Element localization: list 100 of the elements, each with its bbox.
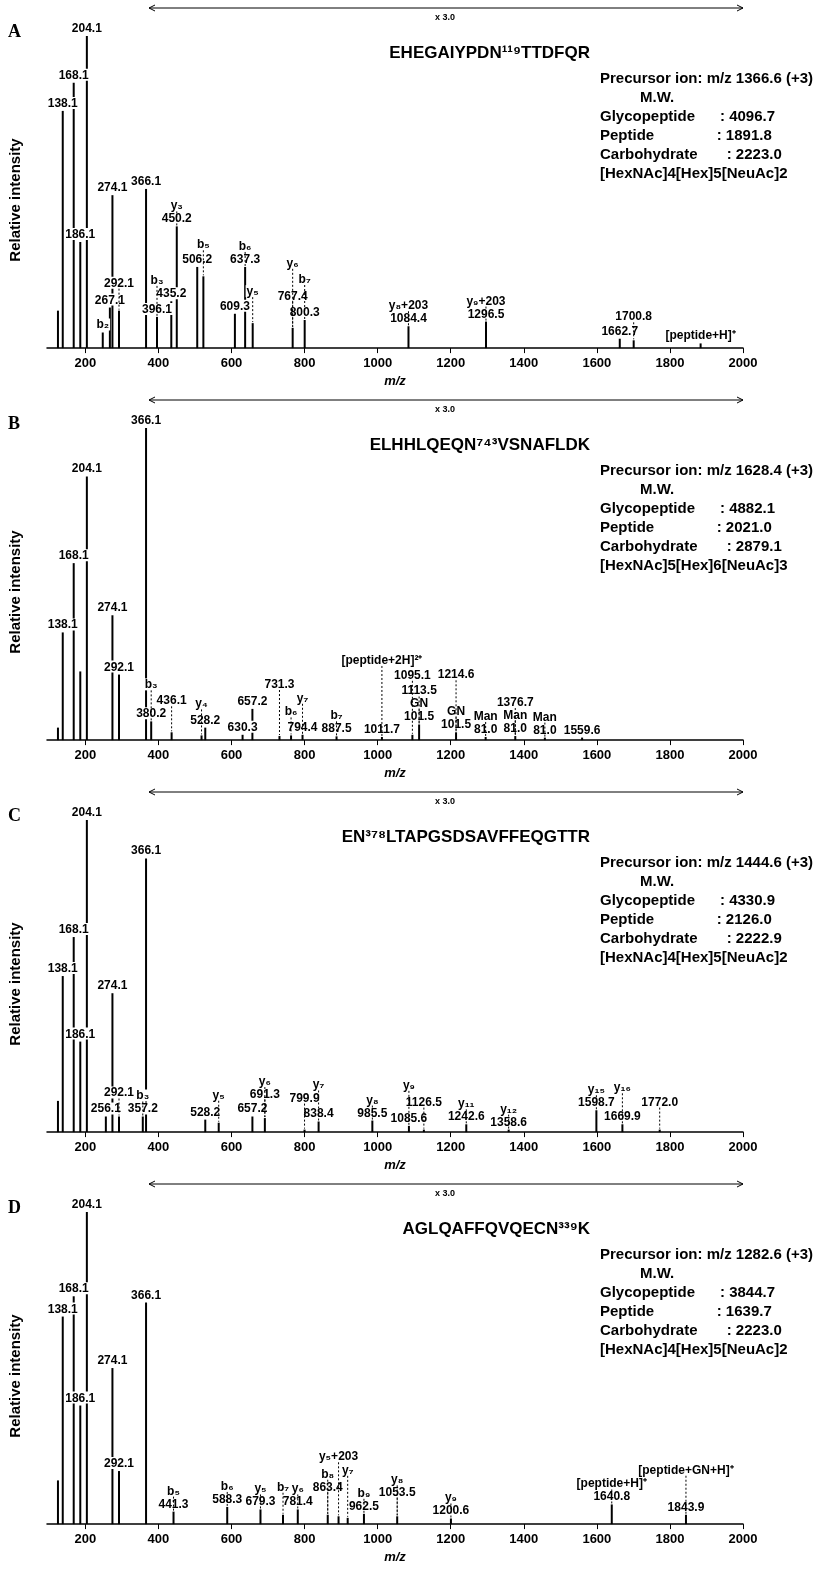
annotation: [HexNAc]4[Hex]5[NeuAc]2: [600, 948, 788, 965]
x-tick-label: 200: [74, 355, 97, 371]
annotation: [peptide+H]⁺: [665, 328, 736, 343]
annotation: b₇: [298, 272, 311, 287]
annotation: 366.1: [131, 1287, 162, 1302]
x-tick-label: 1400: [509, 1531, 539, 1547]
x-tick-label: 1800: [655, 1531, 685, 1547]
annotation: 204.1: [71, 21, 103, 35]
annotation: 799.9: [289, 1090, 320, 1105]
annotation: [peptide+2H]²⁺: [341, 652, 423, 667]
x-axis-title: m/z: [384, 1157, 407, 1172]
annotation: 609.3: [219, 298, 251, 313]
annotation: 292.1: [104, 275, 135, 290]
annotation: 292.1: [104, 1085, 135, 1100]
annotation: 1772.0: [641, 1094, 679, 1109]
annotation: Glycopeptide : 4882.1: [600, 499, 776, 516]
annotation: 506.2: [182, 251, 213, 266]
annotation: M.W.: [640, 88, 675, 105]
annotation: 1095.1: [394, 667, 432, 682]
annotation: 138.1: [47, 617, 79, 632]
annotation: 138.1: [47, 1301, 79, 1316]
x-tick-label: 2000: [728, 1139, 758, 1155]
annotation: 81.0: [473, 721, 498, 736]
annotation: M.W.: [640, 872, 675, 889]
annotation: 1242.6: [447, 1109, 485, 1124]
annotation: Carbohydrate : 2223.0: [600, 1321, 782, 1338]
annotation: 679.3: [245, 1494, 276, 1509]
annotation: 1200.6: [432, 1503, 470, 1518]
x-axis-title: m/z: [384, 1549, 407, 1564]
y-axis-title: Relative intensity: [5, 529, 23, 654]
annotation: Man: [532, 709, 557, 724]
y-axis-title: Relative intensity: [5, 137, 23, 262]
annotation: [HexNAc]4[Hex]5[NeuAc]2: [600, 164, 788, 181]
annotation: 396.1: [141, 301, 173, 316]
x-axis-title: m/z: [384, 373, 407, 388]
annotation: y₆: [258, 1074, 271, 1089]
annotation: 436.1: [156, 693, 187, 708]
annotation: 274.1: [97, 180, 128, 195]
annotation: 962.5: [348, 1498, 380, 1513]
x-tick-label: 1000: [363, 355, 393, 371]
annotation: 186.1: [65, 226, 96, 241]
annotation: y₄: [195, 696, 209, 711]
annotation: 1085.6: [390, 1110, 428, 1125]
annotation: Peptide : 2126.0: [600, 910, 772, 927]
annotation: y₁₆: [613, 1080, 631, 1095]
annotation: 274.1: [97, 600, 128, 615]
x-tick-label: 1600: [582, 747, 612, 763]
annotation: [peptide+GN+H]⁺: [638, 1462, 734, 1477]
x-tick-label: 200: [74, 1139, 97, 1155]
annotation: b₇: [330, 708, 343, 723]
annotation: b₃: [150, 272, 164, 287]
x-tick-label: 1000: [363, 1139, 393, 1155]
annotation: y₉+203: [466, 293, 506, 308]
annotation: b₉: [357, 1485, 371, 1500]
annotation: b₃: [144, 677, 158, 692]
annotation: [HexNAc]5[Hex]6[NeuAc]3: [600, 556, 788, 573]
x-tick-label: 1800: [655, 1139, 685, 1155]
annotation: 1126.5: [405, 1094, 443, 1109]
annotation: y₁₁: [457, 1096, 475, 1111]
x-tick-label: 2000: [728, 1531, 758, 1547]
annotation: 138.1: [47, 961, 79, 976]
x-tick-label: 1200: [436, 1531, 466, 1547]
annotation: [HexNAc]4[Hex]5[NeuAc]2: [600, 1340, 788, 1357]
annotation: 1084.4: [390, 311, 428, 326]
annotation: y₅: [246, 284, 259, 299]
x-tick-label: 1200: [436, 1139, 466, 1155]
x-tick-label: 600: [220, 747, 243, 763]
annotation: Peptide : 1891.8: [600, 126, 772, 143]
annotation: EHEGAIYPDN¹¹⁹TTDFQR: [389, 43, 590, 62]
x-tick-label: 1000: [363, 747, 393, 763]
x-tick-label: 800: [293, 747, 316, 763]
text: x 3.0: [434, 403, 456, 414]
annotation: 441.3: [158, 1496, 189, 1511]
annotation: 186.1: [65, 1026, 96, 1041]
annotation: Peptide : 1639.7: [600, 1302, 772, 1319]
annotation: 366.1: [131, 843, 162, 858]
annotation: 1011.7: [363, 721, 401, 736]
x-tick-label: 400: [147, 1531, 170, 1547]
annotation: ELHHLQEQN⁷⁴³VSNAFLDK: [369, 435, 591, 454]
y-axis-title: Relative intensity: [5, 1313, 23, 1438]
x-tick-label: 1400: [509, 355, 539, 371]
annotation: Precursor ion: m/z 1444.6 (+3): [600, 853, 814, 870]
annotation: y₉: [444, 1490, 457, 1505]
annotation: AGLQAFFQVQECN³³⁹K: [402, 1219, 591, 1238]
annotation: 101.5: [404, 709, 435, 724]
annotation: 781.4: [282, 1494, 314, 1509]
annotation: 1053.5: [378, 1485, 416, 1500]
annotation: 1559.6: [563, 722, 601, 737]
annotation: 380.2: [136, 706, 167, 721]
x-tick-label: 2000: [728, 355, 758, 371]
annotation: 588.3: [212, 1491, 243, 1506]
annotation: 81.0: [503, 721, 528, 736]
x-tick-label: 800: [293, 1139, 316, 1155]
annotation: 630.3: [227, 719, 258, 734]
annotation: y₅: [212, 1087, 225, 1102]
annotation: 186.1: [65, 1390, 96, 1405]
annotation: 1669.9: [604, 1109, 642, 1124]
annotation: 204.1: [71, 805, 103, 819]
x-tick-label: 1200: [436, 355, 466, 371]
annotation: b₃: [136, 1088, 150, 1103]
